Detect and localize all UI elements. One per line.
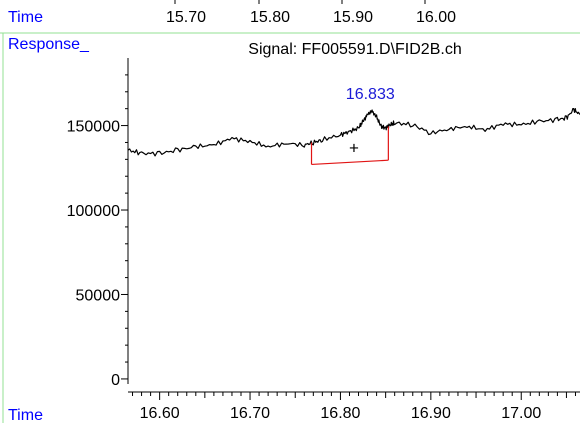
peak-marker: + <box>349 139 359 158</box>
top-axis-tick-label: 15.90 <box>333 9 373 26</box>
x-axis-tick-label: 17.00 <box>501 405 541 422</box>
top-axis-tick-label: 15.70 <box>166 9 206 26</box>
x-axis: 16.60 16.70 16.80 16.90 17.00 <box>128 391 580 422</box>
x-axis-tick-label: 16.90 <box>411 405 451 422</box>
x-axis-tick-label: 16.80 <box>320 405 360 422</box>
top-axis-tick-label: 16.00 <box>416 9 456 26</box>
baseline-line <box>311 159 389 166</box>
y-axis-tick-label: 150000 <box>67 119 120 136</box>
y-axis: 0 50000 100000 150000 <box>67 58 129 389</box>
response-label: Response_ <box>8 36 90 53</box>
y-axis-tick-label: 100000 <box>67 203 120 220</box>
top-axis-tick-label: 15.80 <box>250 9 290 26</box>
top-axis-ticks: 15.70 15.80 15.90 16.00 <box>166 0 456 26</box>
y-axis-tick-label: 50000 <box>76 287 121 304</box>
top-axis-label: Time <box>8 9 43 26</box>
peak-baseline <box>310 126 389 166</box>
signal-trace <box>127 108 580 157</box>
bottom-axis-label: Time <box>8 407 43 423</box>
x-axis-tick-label: 16.70 <box>230 405 270 422</box>
y-axis-tick-label: 0 <box>111 372 120 389</box>
peak-label: 16.833 <box>346 86 395 103</box>
x-axis-tick-label: 16.60 <box>140 405 180 422</box>
chart-title: Signal: FF005591.D\FID2B.ch <box>248 41 461 58</box>
